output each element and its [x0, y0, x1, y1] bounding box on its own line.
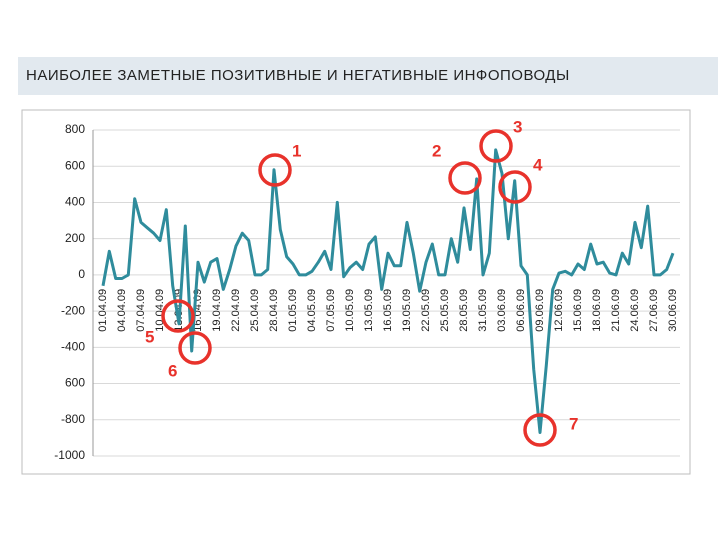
- annotation-label: 5: [145, 327, 154, 346]
- y-tick-label: 800: [65, 122, 85, 136]
- x-tick-label: 28.04.09: [268, 289, 280, 332]
- x-tick-label: 01.04.09: [97, 289, 109, 332]
- annotation-label: 3: [513, 117, 522, 136]
- x-tick-label: 19.04.09: [211, 289, 223, 332]
- annotation-label: 6: [168, 361, 177, 380]
- x-tick-label: 04.04.09: [116, 289, 128, 332]
- x-tick-label: 25.04.09: [249, 289, 261, 332]
- y-tick-label: 0: [78, 267, 85, 281]
- x-tick-label: 28.05.09: [458, 289, 470, 332]
- x-tick-label: 03.06.09: [496, 289, 508, 332]
- x-tick-label: 31.05.09: [477, 289, 489, 332]
- annotation-circle: [258, 153, 292, 187]
- x-tick-label: 07.05.09: [325, 289, 337, 332]
- x-tick-label: 19.05.09: [401, 289, 413, 332]
- y-tick-label: 600: [65, 376, 85, 390]
- title-bar: [18, 57, 718, 95]
- x-tick-label: 22.05.09: [420, 289, 432, 332]
- annotation-label: 7: [569, 414, 578, 433]
- x-tick-label: 22.04.09: [230, 289, 242, 332]
- x-tick-label: 21.06.09: [610, 289, 622, 332]
- y-tick-label: -200: [61, 303, 85, 317]
- x-tick-label: 12.06.09: [553, 289, 565, 332]
- y-tick-label: 200: [65, 231, 85, 245]
- x-tick-label: 30.06.09: [667, 289, 679, 332]
- data-line: [101, 148, 675, 434]
- x-tick-label: 04.05.09: [306, 289, 318, 332]
- annotation-label: 1: [292, 141, 301, 160]
- x-tick-label: 07.04.09: [135, 289, 147, 332]
- annotation-circle: [448, 161, 482, 195]
- x-tick-label: 24.06.09: [629, 289, 641, 332]
- y-tick-label: -400: [61, 340, 85, 354]
- x-tick-label: 18.06.09: [591, 289, 603, 332]
- x-tick-label: 10.05.09: [344, 289, 356, 332]
- annotation-label: 2: [432, 141, 441, 160]
- x-tick-label: 27.06.09: [648, 289, 660, 332]
- annotation-circle: [479, 129, 513, 163]
- x-tick-label: 06.06.09: [515, 289, 527, 332]
- x-tick-label: 09.06.09: [534, 289, 546, 332]
- annotation-circle: [161, 299, 195, 333]
- y-tick-label: -1000: [54, 448, 85, 462]
- y-tick-label: -800: [61, 412, 85, 426]
- x-tick-label: 15.06.09: [572, 289, 584, 332]
- annotation-circle: [523, 413, 557, 447]
- annotations: 1 2 3 4 5 6 7: [145, 117, 578, 447]
- x-tick-label: 25.05.09: [439, 289, 451, 332]
- x-tick-label: 13.05.09: [363, 289, 375, 332]
- annotation-circle: [178, 331, 212, 365]
- annotation-circle: [498, 170, 532, 204]
- x-tick-label: 16.05.09: [382, 289, 394, 332]
- annotation-label: 4: [533, 155, 543, 174]
- chart-frame: [21, 109, 691, 475]
- chart-title: НАИБОЛЕЕ ЗАМЕТНЫЕ ПОЗИТИВНЫЕ И НЕГАТИВНЫ…: [26, 67, 570, 84]
- x-tick-label: 01.05.09: [287, 289, 299, 332]
- y-tick-label: 600: [65, 158, 85, 172]
- y-tick-label: 400: [65, 195, 85, 209]
